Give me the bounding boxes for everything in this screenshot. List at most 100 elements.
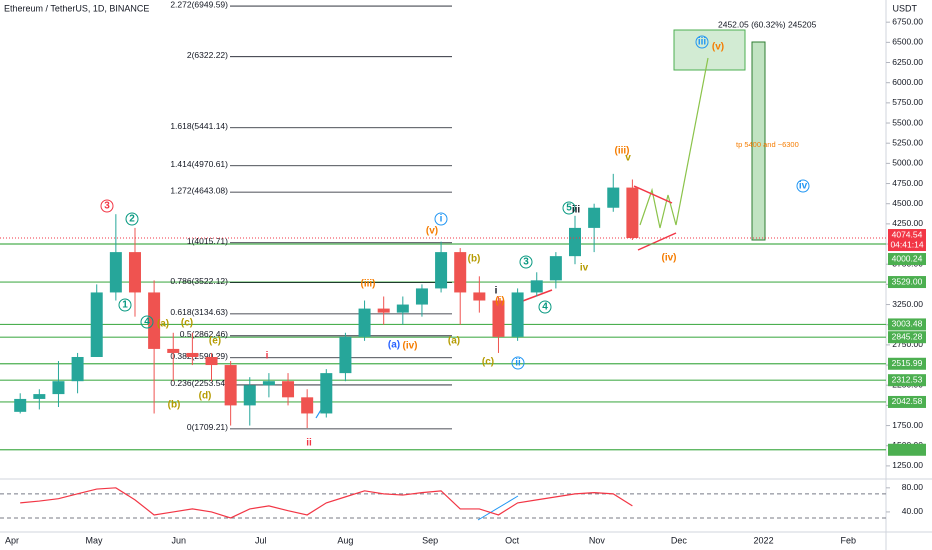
fib-label: 1.618(5441.14) <box>170 121 228 131</box>
wave-circle <box>519 255 533 269</box>
wave-label: (iv) <box>662 253 677 264</box>
level-label: 2515.99 <box>892 358 923 368</box>
wave-label: (a) <box>157 319 169 330</box>
wave-label: (b) <box>168 400 181 411</box>
level-label: 2042.58 <box>892 396 923 406</box>
wave-label: (c) <box>181 318 193 329</box>
candle-body <box>14 398 27 412</box>
annotation: tp 5400 and ~6300 <box>736 140 799 149</box>
candle-body <box>71 356 84 382</box>
wave-label: (a) <box>448 336 460 347</box>
level-label: 2312.53 <box>892 374 923 384</box>
wave-label: (iv) <box>403 341 418 352</box>
level-badge <box>888 395 926 408</box>
level-badge <box>888 443 926 456</box>
wave-circle <box>125 212 139 226</box>
fib-label: 0.236(2253.54) <box>170 378 228 388</box>
candle-body <box>167 348 180 353</box>
trend-line <box>633 185 673 204</box>
fib-label: 1.272(4643.08) <box>170 185 228 195</box>
target-box <box>673 29 746 71</box>
projection-path <box>639 57 709 229</box>
y-tick-label: 5250.00 <box>892 137 923 147</box>
x-tick-label: Sep <box>422 535 438 545</box>
wave-label: iv <box>799 181 808 192</box>
trend-line <box>477 495 519 521</box>
y-tick-label: 6750.00 <box>892 16 923 26</box>
x-tick-label: Jul <box>255 535 267 545</box>
candle-body <box>607 187 620 208</box>
candle-body <box>282 381 295 398</box>
candle-body <box>435 252 448 289</box>
y-tick-label: 5750.00 <box>892 97 923 107</box>
last-price-label: 4074.54 <box>892 229 923 239</box>
candle-body <box>90 292 103 357</box>
wave-label: 4 <box>542 302 548 313</box>
chart-title: Ethereum / TetherUS, 1D, BINANCE <box>4 3 149 13</box>
candle-body <box>396 304 409 313</box>
rsi-tick-label: 40.00 <box>902 506 924 516</box>
annotation: 2452.05 (60.32%) 245205 <box>718 19 817 29</box>
candle-body <box>186 352 199 357</box>
wave-label: 3 <box>104 201 110 212</box>
wave-label: (iii) <box>361 279 376 290</box>
wave-label: 2 <box>129 214 135 225</box>
level-badge <box>888 331 926 344</box>
y-tick-label: 4750.00 <box>892 178 923 188</box>
wave-label: i <box>440 214 443 225</box>
candle-body <box>52 381 65 395</box>
x-tick-label: Oct <box>505 535 520 545</box>
level-badge <box>888 357 926 370</box>
x-tick-label: 2022 <box>754 535 774 545</box>
wave-circle <box>140 315 154 329</box>
candle-body <box>148 292 161 349</box>
wave-label: i <box>266 351 269 362</box>
wave-label: (i) <box>495 296 504 307</box>
y-tick-label: 4500.00 <box>892 198 923 208</box>
wave-label: v <box>625 153 631 164</box>
x-tick-label: Dec <box>671 535 688 545</box>
y-tick-label: 1250.00 <box>892 460 923 470</box>
x-tick-label: Aug <box>337 535 353 545</box>
candle-body <box>568 227 581 257</box>
candle-body <box>473 292 486 301</box>
candle-body <box>588 207 601 228</box>
candle-body <box>301 397 314 414</box>
candle-body <box>243 385 256 406</box>
rsi-tick-label: 80.00 <box>902 482 924 492</box>
x-tick-label: Nov <box>589 535 606 545</box>
currency-label: USDT <box>893 3 918 13</box>
y-tick-label: 5500.00 <box>892 117 923 127</box>
wave-label: (v) <box>426 226 438 237</box>
wave-circle <box>434 212 448 226</box>
wave-label: (v) <box>712 42 724 53</box>
y-tick-label: 2750.00 <box>892 339 923 349</box>
candle-body <box>109 252 122 293</box>
rsi-line <box>20 487 633 519</box>
wave-circle <box>695 35 709 49</box>
candle-body <box>128 252 141 293</box>
trend-line <box>637 232 677 251</box>
fib-label: 2(6322.22) <box>187 50 228 60</box>
range-box <box>751 41 766 241</box>
wave-circle <box>538 300 552 314</box>
fib-label: 1.414(4970.61) <box>170 159 228 169</box>
x-tick-label: Feb <box>841 535 857 545</box>
wave-label: iii <box>698 37 707 48</box>
wave-label: ii <box>306 438 312 449</box>
wave-circle <box>100 199 114 213</box>
candle-body <box>492 300 505 337</box>
level-badge <box>888 276 926 289</box>
candle-body <box>454 252 467 293</box>
level-label: 2845.28 <box>892 331 923 341</box>
y-tick-label: 6000.00 <box>892 77 923 87</box>
candle-body <box>415 288 428 305</box>
candle-body <box>339 336 352 374</box>
fib-label: 0(1709.21) <box>187 422 228 432</box>
level-badge <box>888 318 926 331</box>
wave-circle <box>796 179 810 193</box>
candle-body <box>224 365 237 406</box>
y-tick-label: 1750.00 <box>892 420 923 430</box>
wave-label: 1 <box>122 300 128 311</box>
